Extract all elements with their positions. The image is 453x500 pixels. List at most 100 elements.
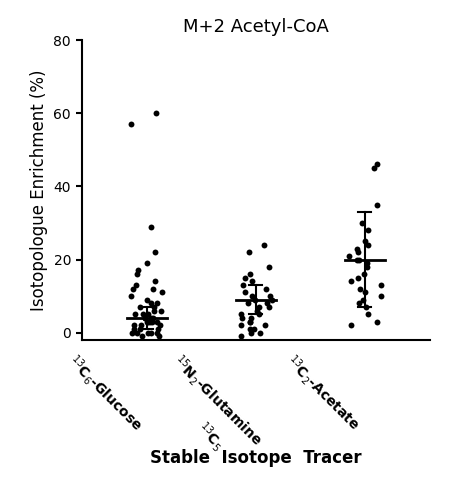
Point [134, 270, 141, 278]
Point [152, 278, 159, 285]
Point [147, 318, 154, 326]
Point [261, 322, 269, 330]
Point [237, 322, 245, 330]
Point [374, 160, 381, 168]
Point [359, 219, 366, 227]
Point [144, 296, 151, 304]
Point [246, 325, 254, 333]
Point [356, 300, 363, 308]
Point [145, 328, 152, 336]
Point [149, 285, 157, 293]
Point [359, 296, 366, 304]
Point [255, 310, 263, 318]
Point [158, 288, 165, 296]
Point [246, 270, 254, 278]
Point [153, 318, 160, 326]
Point [353, 256, 360, 264]
Point [128, 120, 135, 128]
Point [374, 200, 381, 208]
Point [255, 303, 263, 311]
Point [246, 318, 253, 326]
Point [137, 322, 145, 330]
Point [150, 306, 158, 314]
Point [152, 109, 159, 117]
Point [139, 332, 146, 340]
Point [141, 314, 149, 322]
Point [239, 281, 246, 289]
Point [257, 328, 264, 336]
Point [355, 248, 362, 256]
Point [260, 241, 268, 249]
Point [246, 248, 253, 256]
Point [362, 237, 369, 245]
Point [237, 332, 245, 340]
Point [137, 325, 144, 333]
Point [145, 310, 152, 318]
Point [150, 303, 158, 311]
Point [248, 314, 255, 322]
Point [144, 318, 151, 326]
Point [130, 322, 137, 330]
Text: $^{13}$C$_2$-Acetate: $^{13}$C$_2$-Acetate [281, 351, 365, 435]
Point [363, 259, 371, 267]
Text: $^{15}$N$_2$-Glutamine: $^{15}$N$_2$-Glutamine [168, 351, 267, 450]
Point [154, 300, 161, 308]
Point [148, 222, 155, 230]
Point [147, 314, 154, 322]
Point [151, 248, 159, 256]
Point [263, 300, 270, 308]
Point [361, 270, 368, 278]
Point [361, 288, 368, 296]
Point [249, 278, 256, 285]
Point [356, 285, 363, 293]
Point [355, 274, 362, 282]
Point [251, 296, 258, 304]
Point [346, 252, 353, 260]
Point [362, 303, 369, 311]
Point [263, 285, 270, 293]
Point [247, 328, 255, 336]
Y-axis label: Isotopologue Enrichment (%): Isotopologue Enrichment (%) [30, 69, 48, 310]
Point [373, 318, 380, 326]
Point [365, 241, 372, 249]
Point [157, 322, 164, 330]
Point [377, 292, 384, 300]
Point [134, 328, 141, 336]
Point [353, 244, 361, 252]
Point [132, 281, 140, 289]
Title: M+2 Acetyl-CoA: M+2 Acetyl-CoA [183, 18, 329, 36]
Point [247, 318, 254, 326]
Point [239, 314, 246, 322]
Point [144, 318, 151, 326]
Point [129, 328, 136, 336]
Point [136, 303, 144, 311]
Point [253, 306, 260, 314]
Point [157, 306, 164, 314]
X-axis label: Stable  Isotope  Tracer: Stable Isotope Tracer [150, 449, 362, 467]
Point [130, 285, 137, 293]
Point [268, 296, 275, 304]
Point [148, 318, 155, 326]
Point [241, 274, 249, 282]
Point [377, 281, 384, 289]
Point [347, 322, 354, 330]
Point [265, 303, 273, 311]
Text: $^{13}$C$_6$-Glucose: $^{13}$C$_6$-Glucose [63, 351, 147, 436]
Point [355, 256, 362, 264]
Point [267, 292, 274, 300]
Point [149, 314, 156, 322]
Point [250, 325, 257, 333]
Point [132, 310, 139, 318]
Point [139, 310, 146, 318]
Point [147, 300, 154, 308]
Point [155, 332, 162, 340]
Point [141, 314, 149, 322]
Point [241, 288, 248, 296]
Point [363, 263, 371, 271]
Point [249, 292, 256, 300]
Point [135, 266, 142, 274]
Point [370, 164, 377, 172]
Point [147, 328, 154, 336]
Point [364, 310, 371, 318]
Point [365, 226, 372, 234]
